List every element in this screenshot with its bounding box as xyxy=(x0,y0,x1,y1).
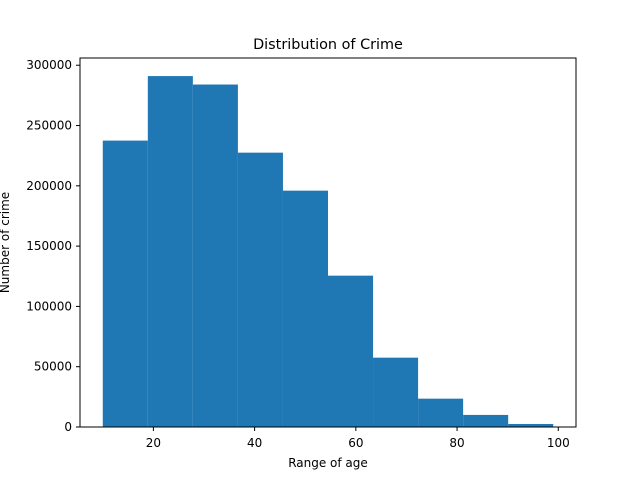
bars-group xyxy=(102,76,554,427)
histogram-bar xyxy=(373,357,419,427)
y-tick-label: 200000 xyxy=(26,179,72,193)
x-axis-label: Range of age xyxy=(288,456,368,470)
y-tick-label: 0 xyxy=(64,420,72,434)
histogram-bar xyxy=(328,275,374,427)
x-tick-label: 20 xyxy=(146,436,161,450)
histogram-bar xyxy=(508,423,554,427)
chart-title: Distribution of Crime xyxy=(253,37,403,53)
plot-area-frame xyxy=(79,57,577,428)
x-ticks-group: 20 40 60 80 100 xyxy=(146,427,570,450)
x-tick-label: 80 xyxy=(449,436,464,450)
histogram-bar xyxy=(282,190,328,427)
y-tick-label: 250000 xyxy=(26,119,72,133)
histogram-bar xyxy=(237,152,283,427)
histogram-bar xyxy=(463,414,509,427)
y-ticks-group: 0 50000 100000 150000 200000 250000 300000 xyxy=(26,58,80,434)
y-tick-label: 50000 xyxy=(34,360,72,374)
x-tick-label: 40 xyxy=(247,436,262,450)
y-tick-label: 300000 xyxy=(26,58,72,72)
x-tick-label: 60 xyxy=(348,436,363,450)
histogram-bar xyxy=(418,398,464,427)
y-tick-label: 150000 xyxy=(26,239,72,253)
y-axis-label: Number of crime xyxy=(0,192,12,293)
y-tick-label: 100000 xyxy=(26,299,72,313)
histogram-bar xyxy=(192,84,238,427)
histogram-bar xyxy=(147,76,193,427)
x-tick-label: 100 xyxy=(547,436,570,450)
histogram-bar xyxy=(102,140,148,427)
